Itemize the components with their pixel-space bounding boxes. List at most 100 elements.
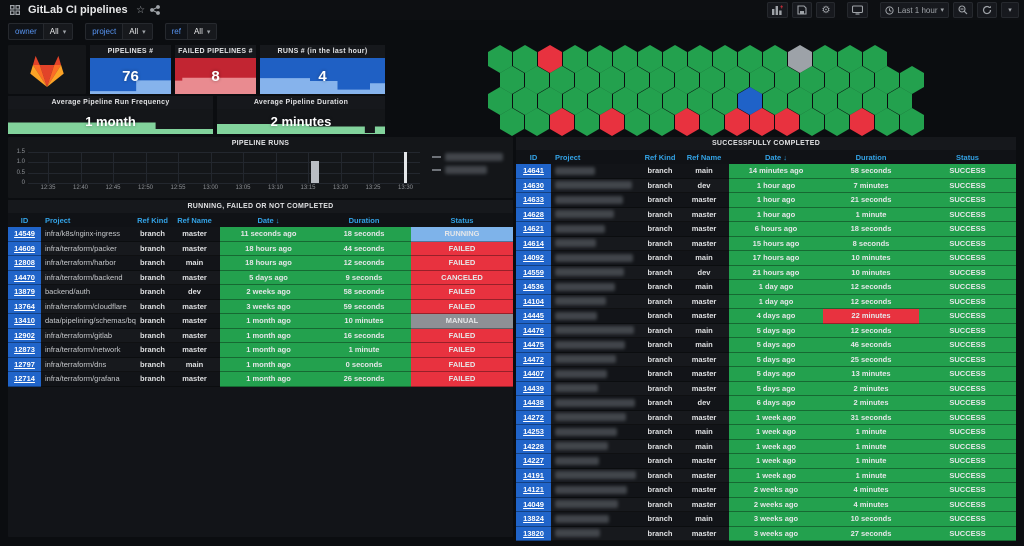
x-axis-tick-label: 13:25 [365,185,381,191]
column-header-project[interactable]: Project [555,152,581,162]
pipeline-id-link[interactable]: 14472 [523,354,544,364]
pipeline-id-link[interactable]: 14438 [523,398,544,408]
share-icon[interactable] [148,3,162,17]
pipeline-id-link[interactable]: 14628 [523,209,544,219]
pipeline-id-link[interactable]: 14641 [523,166,544,176]
ref-kind-cell: branch [136,299,169,314]
column-header-duration[interactable]: Duration [348,215,380,225]
dashboard-settings-button[interactable]: ⚙ [816,2,836,18]
filter-ref-value[interactable]: All ▾ [186,23,218,40]
table-row: 13410 data/pipelining/schemas/bq-et...bra… [8,314,513,329]
pipeline-id-link[interactable]: 14445 [523,311,544,321]
status-cell: FAILED [411,285,513,300]
pipeline-id-link[interactable]: 14227 [523,456,544,466]
pipeline-id-link[interactable]: 13879 [14,287,35,297]
filter-project-value[interactable]: All ▾ [122,23,153,40]
chart-plot-area[interactable] [28,152,420,184]
duration-cell: 12 seconds [317,256,411,271]
pipeline-id-link[interactable]: 14092 [523,253,544,263]
project-cell [551,512,641,527]
status-cell: SUCCESS [919,251,1016,266]
time-range-picker[interactable]: Last 1 hour ▾ [880,2,949,18]
ref-name-cell: main [679,512,729,527]
legend-item[interactable] [432,166,503,174]
table-row: 14227 branch master 1 week ago 1 minute SUCCE… [516,454,1016,469]
id-cell: 14470 [8,270,41,285]
zoom-out-button[interactable] [953,2,973,18]
pipeline-id-link[interactable]: 13824 [523,514,544,524]
add-panel-button[interactable]: + [767,2,789,18]
column-header-status[interactable]: Status [956,152,979,162]
column-header-date[interactable]: Date ↓ [257,215,280,225]
pipeline-id-link[interactable]: 14559 [523,267,544,277]
pipeline-id-link[interactable]: 14049 [523,499,544,509]
pipeline-id-link[interactable]: 13820 [523,528,544,538]
id-cell: 14272 [516,410,551,425]
date-cell: 3 weeks ago [220,299,317,314]
pipeline-id-link[interactable]: 14475 [523,340,544,350]
pipeline-id-link[interactable]: 14272 [523,412,544,422]
ref-kind-cell: branch [641,280,679,295]
filter-project[interactable]: project All ▾ [85,23,153,40]
status-cell: FAILED [411,357,513,372]
pipeline-id-link[interactable]: 14121 [523,485,544,495]
pipeline-id-link[interactable]: 14191 [523,470,544,480]
success-table: ID Project Ref Kind Ref Name Date ↓ Duration S… [516,150,1016,541]
table-row: 14407 branch master 5 days ago 13 minutes SUC… [516,367,1016,382]
duration-cell: 1 minute [823,454,919,469]
ref-kind-cell: branch [641,207,679,222]
pipeline-id-link[interactable]: 12902 [14,330,35,340]
pipeline-id-link[interactable]: 14228 [523,441,544,451]
column-header-ref-kind[interactable]: Ref Kind [137,215,168,225]
status-cell: SUCCESS [919,367,1016,382]
column-header-ref-kind[interactable]: Ref Kind [644,152,676,162]
column-header-date[interactable]: Date ↓ [764,152,788,162]
table-row: 14609 infra/terraform/packer branch master 1… [8,241,513,256]
column-header-status[interactable]: Status [450,215,474,225]
project-cell [551,309,641,324]
table-row: 13879 backend/auth branch dev 2 weeks ago 58 … [8,285,513,300]
column-header-ref-name[interactable]: Ref Name [686,152,722,162]
status-cell: FAILED [411,372,513,387]
pipeline-id-link[interactable]: 14609 [14,243,35,253]
pipeline-id-link[interactable]: 14253 [523,427,544,437]
pipeline-id-link[interactable]: 14621 [523,224,544,234]
pipeline-id-link[interactable]: 14470 [14,272,35,282]
refresh-button[interactable] [977,2,997,18]
refresh-interval-dropdown[interactable]: ▾ [1001,2,1019,18]
pipeline-id-link[interactable]: 14536 [523,282,544,292]
filter-owner-value[interactable]: All ▾ [42,23,74,40]
pipeline-id-link[interactable]: 14630 [523,180,544,190]
dashboard-grid-icon[interactable] [8,3,22,17]
star-icon[interactable]: ☆ [136,4,146,16]
column-header-id[interactable]: ID [529,152,538,162]
pipeline-id-link[interactable]: 12797 [14,359,35,369]
ref-kind-cell: branch [136,241,169,256]
duration-cell: 13 minutes [823,367,919,382]
column-header-duration[interactable]: Duration [855,152,887,162]
pipeline-id-link[interactable]: 14633 [523,195,544,205]
table-row: 12902 infra/terraform/gitlab branch master 1… [8,328,513,343]
pipeline-id-link[interactable]: 14614 [523,238,544,248]
pipeline-id-link[interactable]: 14407 [523,369,544,379]
column-header-ref-name[interactable]: Ref Name [177,215,212,225]
filter-owner[interactable]: owner All ▾ [8,23,74,40]
pipeline-id-link[interactable]: 14439 [523,383,544,393]
column-header-id[interactable]: ID [20,215,29,225]
tv-mode-button[interactable] [847,2,869,18]
ref-name-cell: main [169,357,220,372]
x-axis-tick-label: 12:50 [137,185,154,191]
pipeline-id-link[interactable]: 13410 [14,316,35,326]
pipeline-id-link[interactable]: 12714 [14,374,35,384]
pipeline-id-link[interactable]: 13764 [14,301,35,311]
filter-ref[interactable]: ref All ▾ [164,23,218,40]
sparkline [8,122,213,134]
pipeline-id-link[interactable]: 12808 [14,258,35,268]
legend-item[interactable] [432,153,503,161]
save-dashboard-button[interactable] [792,2,813,18]
pipeline-id-link[interactable]: 12873 [14,345,35,355]
column-header-project[interactable]: Project [45,215,71,225]
pipeline-id-link[interactable]: 14104 [523,296,544,306]
pipeline-id-link[interactable]: 14549 [14,229,35,239]
pipeline-id-link[interactable]: 14476 [523,325,544,335]
